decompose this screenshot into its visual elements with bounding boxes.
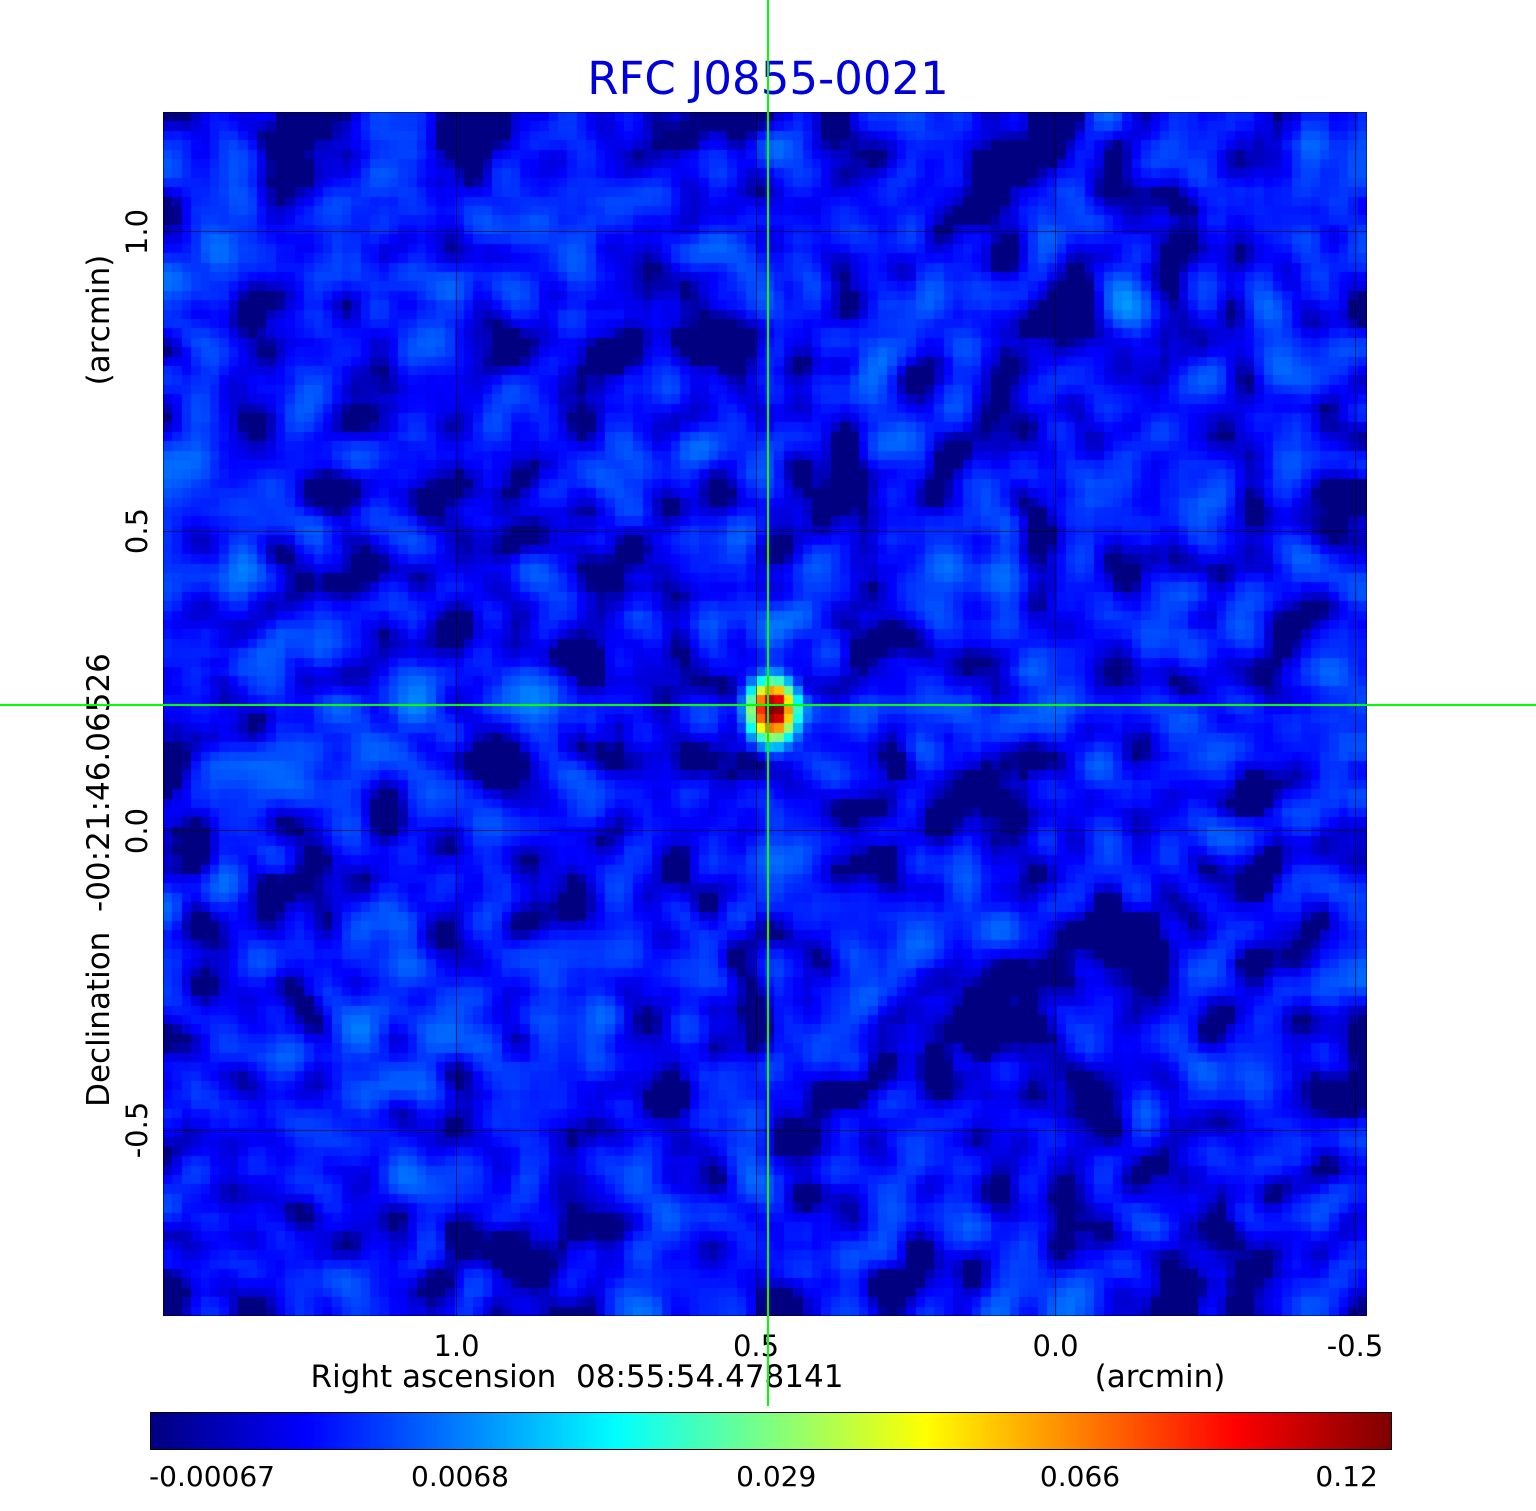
colorbar-tick-label: 0.12: [1315, 1460, 1378, 1493]
y-tick-label: 0.5: [120, 508, 154, 555]
y-gridline: [163, 530, 1367, 532]
crosshair-vertical-line: [766, 0, 769, 1406]
x-axis-unit-label: (arcmin): [1094, 1359, 1226, 1395]
x-gridline: [755, 112, 757, 1316]
y-gridline: [163, 830, 1367, 832]
x-axis-label: Right ascension 08:55:54.478141: [310, 1359, 844, 1395]
x-gridline: [1055, 112, 1057, 1316]
colorbar-tick-label: 0.0068: [411, 1460, 509, 1493]
y-gridline: [163, 231, 1367, 233]
x-tick-label: 0.0: [1032, 1329, 1079, 1363]
y-axis-unit-label: (arcmin): [81, 254, 117, 386]
y-tick-label: -0.5: [120, 1102, 154, 1159]
y-axis-label: Declination -00:21:46.06526: [81, 653, 117, 1107]
colorbar-tick-label: 0.066: [1039, 1460, 1121, 1493]
x-gridline: [1354, 112, 1356, 1316]
colorbar-tick-label: 0.029: [736, 1460, 817, 1493]
y-tick-label: 0.0: [120, 807, 154, 854]
colorbar-tick-label: -0.00067: [149, 1460, 275, 1493]
y-tick-label: 1.0: [120, 208, 154, 255]
x-tick-label: -0.5: [1326, 1329, 1384, 1363]
crosshair-horizontal-line: [0, 704, 1536, 706]
x-tick-label: 1.0: [433, 1329, 480, 1363]
radio-sky-map-heatmap: [163, 112, 1367, 1316]
plot-frame: [163, 112, 1367, 1316]
x-tick-label: 0.5: [732, 1329, 780, 1363]
x-gridline: [456, 112, 457, 1316]
colorbar: [150, 1412, 1392, 1450]
y-gridline: [163, 1129, 1367, 1131]
